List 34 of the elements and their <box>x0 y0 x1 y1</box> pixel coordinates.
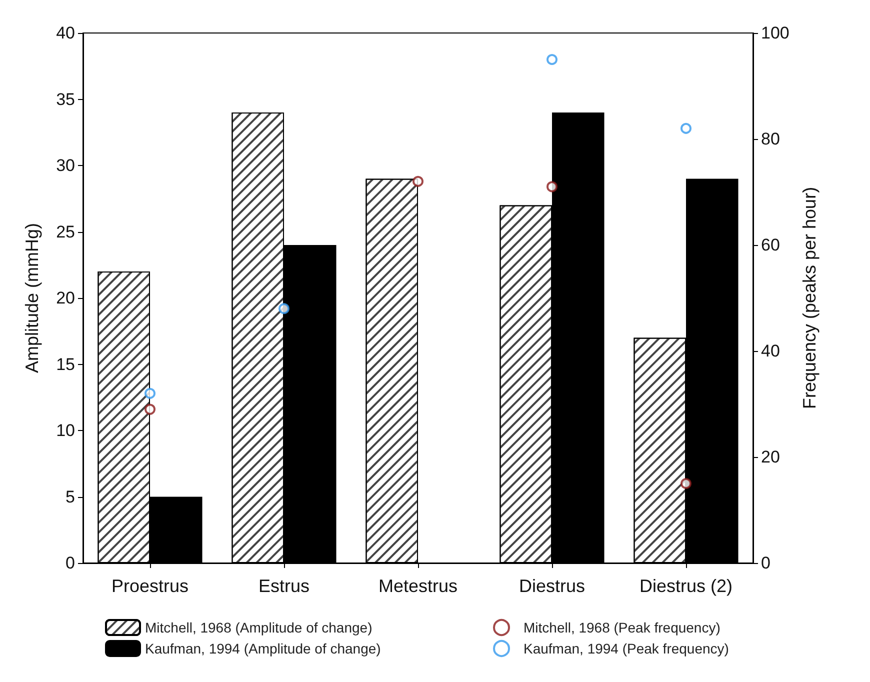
point <box>546 181 558 192</box>
y2-axis-title: Frequency (peaks per hour) <box>799 186 820 410</box>
x-tick-label: Metestrus <box>378 576 458 596</box>
y-axis-title: Amplitude (mmHg) <box>22 222 42 374</box>
legend-label: Kaufman, 1994 (Amplitude of change) <box>145 640 381 656</box>
y-tick-label: 40 <box>56 24 75 42</box>
y-tick-label: 25 <box>56 222 75 242</box>
legend-label: Mitchell, 1968 (Peak frequency) <box>524 620 720 636</box>
y-tick-label: 5 <box>66 487 75 506</box>
x-tick-label: Diestrus (2) <box>639 576 733 596</box>
y-tick-label: 15 <box>56 354 75 374</box>
y-tick-label: 35 <box>56 90 75 109</box>
point <box>412 176 424 187</box>
point <box>278 303 290 314</box>
y-tick-label: 10 <box>56 421 75 440</box>
y2-tick-label: 100 <box>761 24 790 42</box>
y2-tick-label: 40 <box>761 342 780 360</box>
y-tick-label: 20 <box>56 288 75 308</box>
x-tick-label: Proestrus <box>111 576 189 596</box>
y2-tick-label: 0 <box>761 554 770 572</box>
y2-tick-label: 60 <box>761 236 780 254</box>
point <box>546 54 558 65</box>
y2-tick-label: 80 <box>761 130 780 148</box>
point <box>680 478 692 489</box>
x-tick-label: Estrus <box>258 576 310 596</box>
point <box>144 388 156 399</box>
y-tick-label: 0 <box>66 554 75 572</box>
y2-tick-label: 20 <box>761 448 780 466</box>
point <box>144 404 156 415</box>
point <box>680 122 692 134</box>
x-tick-label: Diestrus <box>518 576 586 596</box>
y-tick-label: 30 <box>56 156 75 175</box>
legend-label: Kaufman, 1994 (Peak frequency) <box>524 640 729 656</box>
legend-label: Mitchell, 1968 (Amplitude of change) <box>145 620 372 636</box>
